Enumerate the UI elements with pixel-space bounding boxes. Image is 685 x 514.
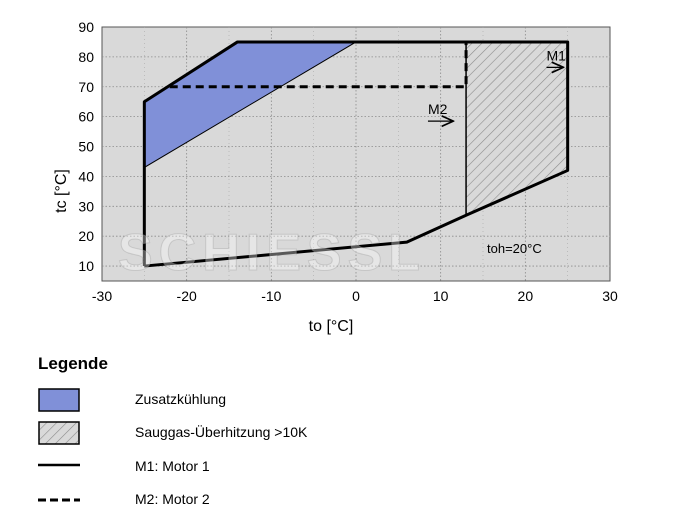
chart: -30 -20 -10 0 10 20 30 10 20 30 40 50 60 70 80 90 SCHIE… (53, 19, 618, 335)
blue-fill-swatch-icon (38, 388, 80, 412)
envelope-lines (142, 40, 570, 268)
y-tick-label: 20 (78, 228, 94, 244)
legend-label: Zusatzkühlung (135, 391, 227, 407)
legend-item-m2: M2: Motor 2 (38, 488, 438, 514)
x-tick-label: -20 (177, 288, 197, 304)
legend-label: M2: Motor 2 (135, 491, 210, 507)
toh-annotation: toh=20°C (487, 241, 542, 256)
arrow-label: M2 (428, 101, 448, 117)
watermark: SCHIESSL (118, 224, 426, 282)
dashed-line-swatch-icon (38, 498, 80, 502)
y-tick-label: 90 (78, 19, 94, 35)
x-tick-label: 30 (602, 288, 618, 304)
hatch-swatch-icon (38, 421, 80, 445)
tick-labels: -30 -20 -10 0 10 20 30 10 20 30 40 50 60 70 80 90 (78, 19, 618, 304)
y-tick-label: 10 (78, 258, 94, 274)
arrow-label: M1 (547, 47, 567, 63)
y-tick-label: 30 (78, 198, 94, 214)
y-tick-label: 80 (78, 49, 94, 65)
x-tick-label: 0 (352, 288, 360, 304)
y-tick-label: 70 (78, 79, 94, 95)
legend-item-sauggas: Sauggas-Überhitzung >10K (38, 421, 438, 447)
x-tick-label: 20 (518, 288, 534, 304)
legend-label: Sauggas-Überhitzung >10K (135, 424, 308, 440)
x-tick-label: 10 (433, 288, 449, 304)
x-tick-label: -30 (92, 288, 112, 304)
legend-title: Legende (38, 354, 108, 373)
y-axis-label: tc [°C] (53, 169, 70, 213)
x-axis-label: to [°C] (309, 318, 354, 335)
motor-arrows: M1 M2 (427, 47, 567, 121)
x-tick-label: -10 (261, 288, 281, 304)
legend-item-m1: M1: Motor 1 (38, 455, 438, 481)
legend-label: M1: Motor 1 (135, 458, 210, 474)
y-tick-label: 40 (78, 168, 94, 184)
legend-item-zusatzkuehlung: Zusatzkühlung (38, 388, 438, 414)
envelope-m1 (142, 40, 570, 268)
region-sauggas (466, 41, 568, 216)
solid-line-swatch-icon (38, 463, 80, 467)
y-tick-label: 50 (78, 139, 94, 155)
y-tick-label: 60 (78, 109, 94, 125)
